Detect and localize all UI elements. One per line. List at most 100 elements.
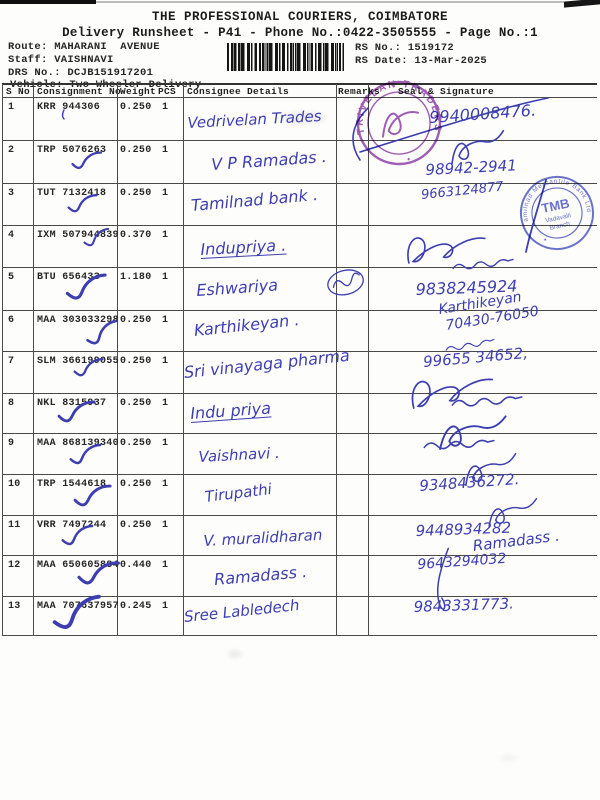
table-cell-pcs: 1 — [162, 188, 169, 199]
col-header-consignment: Consignment No — [37, 86, 122, 97]
table-cell-weight: 1.180 — [120, 272, 152, 283]
delivery-checkmark-icon — [77, 561, 120, 585]
signature-scribble — [423, 439, 495, 450]
delivery-checkmark-icon — [61, 524, 94, 546]
trader-seal-ring-text: VETRIVELAN TRADERS — [344, 68, 447, 156]
table-cell-sno: 11 — [8, 520, 21, 531]
delivery-checkmark-icon — [65, 273, 107, 300]
table-cell-sno: 6 — [8, 315, 15, 326]
row-separator — [2, 555, 597, 556]
consignee-handwriting: V P Ramadas . — [210, 146, 328, 174]
column-separator — [183, 84, 184, 635]
page-subtitle: Delivery Runsheet - P41 - Phone No.:0422… — [62, 26, 538, 40]
table-cell-weight: 0.250 — [120, 398, 152, 409]
scan-smudge — [228, 650, 242, 658]
column-separator — [336, 84, 337, 635]
signature-scribble — [407, 237, 486, 264]
table-cell-weight: 0.250 — [120, 356, 152, 367]
consignee-handwriting: Indupriya . — [200, 235, 287, 259]
consignee-handwriting: Indu priya — [189, 398, 272, 423]
table-cell-consignment: MAA 707637957 — [37, 601, 119, 612]
consignee-handwriting: Ramadass . — [213, 561, 308, 589]
row-separator — [2, 515, 597, 516]
consignee-handwriting: Tirupathi — [203, 479, 273, 506]
table-cell-consignment: KRR 944306 — [37, 102, 101, 113]
col-header-remarks: Remarks — [338, 86, 381, 97]
table-cell-sno: 9 — [8, 438, 15, 449]
table-cell-consignment: TRP 5076263 — [37, 145, 107, 156]
signature-scribble — [451, 129, 505, 165]
consignee-handwriting: Karthikeyan . — [193, 310, 301, 340]
table-cell-pcs: 1 — [162, 601, 169, 612]
table-cell-pcs: 1 — [162, 479, 169, 490]
table-cell-sno: 4 — [8, 230, 15, 241]
table-cell-weight: 0.250 — [120, 102, 152, 113]
page-title: THE PROFESSIONAL COURIERS, COIMBATORE — [151, 10, 449, 24]
signature-handwriting: 9843331773. — [413, 594, 515, 616]
delivery-checkmark-icon — [71, 151, 103, 170]
table-cell-sno: 2 — [8, 145, 15, 156]
delivery-checkmark-icon — [83, 227, 110, 247]
remarks-scribble — [327, 269, 364, 296]
table-cell-weight: 0.250 — [120, 520, 152, 531]
table-cell-sno: 1 — [8, 102, 15, 113]
drs-no-field: DRS No.: DCJB151917201 — [8, 67, 154, 79]
signature-scribble — [411, 378, 494, 409]
row-separator — [2, 433, 597, 434]
scan-smudge — [280, 112, 326, 124]
row-separator — [2, 267, 597, 268]
trader-seal-star: ★ — [406, 155, 413, 164]
col-header-sno: S No — [6, 86, 31, 97]
pen-stroke — [359, 97, 549, 153]
table-cell-consignment: MAA 650605884 — [37, 560, 119, 571]
delivery-checkmark-icon — [57, 400, 96, 423]
pen-stroke — [525, 179, 547, 253]
staff-field: Staff: VAISHNAVI — [8, 54, 114, 66]
column-separator — [368, 84, 369, 635]
col-header-consignee: Consignee Details — [187, 86, 290, 97]
route-field: Route: MAHARANI AVENUE — [8, 41, 160, 53]
table-cell-pcs: 1 — [162, 520, 169, 531]
table-cell-consignment: SLM 366199055 — [37, 356, 119, 367]
table-cell-consignment: IXM 507944839 — [37, 230, 119, 241]
consignee-handwriting: Vedrivelan Trades — [187, 107, 322, 132]
table-cell-sno: 13 — [8, 601, 21, 612]
table-border-top — [2, 83, 597, 85]
signature-scribble — [465, 452, 517, 487]
table-cell-sno: 8 — [8, 398, 15, 409]
pen-mark — [61, 109, 65, 120]
table-cell-weight: 0.370 — [120, 230, 152, 241]
table-cell-pcs: 1 — [162, 145, 169, 156]
table-cell-consignment: MAA 868139340 — [37, 438, 119, 449]
row-separator — [2, 596, 597, 597]
table-cell-pcs: 1 — [162, 272, 169, 283]
table-cell-weight: 0.440 — [120, 560, 152, 571]
col-header-pcs: PCS — [158, 86, 177, 97]
table-cell-pcs: 1 — [162, 438, 169, 449]
table-cell-pcs: 1 — [162, 398, 169, 409]
table-cell-weight: 0.250 — [120, 315, 152, 326]
scan-smudge — [500, 755, 518, 761]
delivery-checkmark-icon — [69, 443, 102, 465]
table-cell-pcs: 1 — [162, 560, 169, 571]
col-header-signature: Seal & Signature — [398, 86, 495, 97]
consignee-handwriting: Eshwariya — [195, 275, 279, 300]
table-cell-pcs: 1 — [162, 230, 169, 241]
delivery-checkmark-icon — [73, 358, 104, 377]
signature-scribble — [445, 338, 495, 351]
trader-seal-signature — [381, 111, 419, 138]
bank-seal-star: ★ — [543, 236, 548, 244]
delivery-checkmark-icon — [67, 194, 98, 213]
table-cell-consignment: BTU 656433 — [37, 272, 101, 283]
column-separator — [33, 84, 34, 635]
signature-scribble — [451, 396, 523, 407]
table-cell-sno: 3 — [8, 188, 15, 199]
row-separator — [2, 310, 597, 311]
consignee-handwriting: Vaishnavi . — [198, 443, 281, 466]
table-cell-sno: 12 — [8, 560, 21, 571]
bank-seal-stamp: Tamilnad Mercantile Bank Ltd TMB Vadaval… — [511, 167, 594, 250]
consignee-handwriting: Tamilnad bank . — [190, 184, 319, 215]
column-separator — [2, 84, 3, 635]
table-cell-consignment: VRR 7497244 — [37, 520, 107, 531]
